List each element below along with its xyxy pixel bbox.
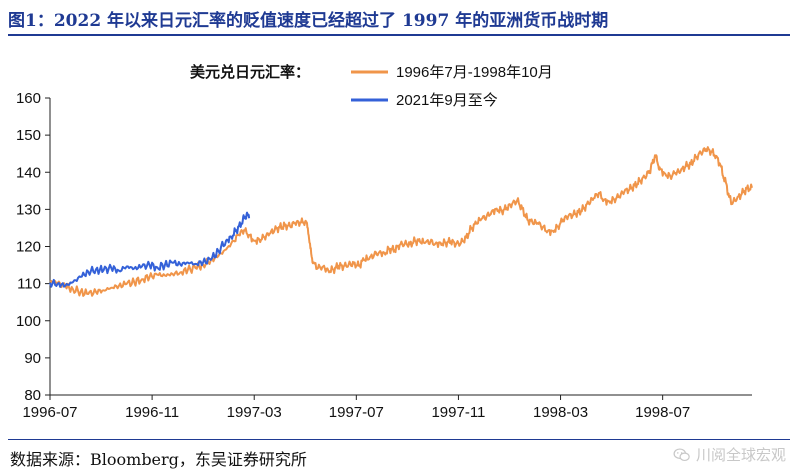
y-tick-label: 90 [24, 350, 41, 367]
y-tick-label: 100 [16, 313, 41, 330]
x-tick-label: 1997-07 [329, 404, 384, 421]
x-tick-label: 1998-03 [533, 404, 588, 421]
data-source-note: 数据来源：Bloomberg，东吴证券研究所 [10, 450, 307, 469]
y-tick-label: 80 [24, 387, 41, 404]
y-tick-label: 160 [16, 90, 41, 107]
y-tick-label: 110 [17, 276, 41, 293]
x-tick-label: 1997-03 [227, 404, 282, 421]
legend-label-series-1: 1996年7月-1998年10月 [396, 64, 553, 81]
wechat-icon [673, 447, 690, 461]
x-tick-label: 1997-11 [431, 404, 485, 421]
footer-rule [8, 439, 790, 440]
watermark-text: 川阅全球宏观 [695, 446, 786, 464]
series-line-1 [49, 146, 753, 297]
chart-title: 图1：2022 年以来日元汇率的贬值速度已经超过了 1997 年的亚洲货币战时期 [8, 11, 609, 31]
x-tick-label: 1996-07 [22, 404, 77, 421]
legend: 美元兑日元汇率： 1996年7月-1998年10月 2021年9月至今 [190, 63, 553, 109]
line-chart: 美元兑日元汇率： 1996年7月-1998年10月 2021年9月至今 80 90… [16, 63, 753, 421]
legend-label-series-2: 2021年9月至今 [396, 92, 498, 109]
legend-title: 美元兑日元汇率： [190, 63, 310, 81]
watermark: 川阅全球宏观 [673, 444, 786, 465]
title-rule [8, 34, 790, 36]
y-tick-label: 130 [16, 201, 41, 218]
y-tick-label: 140 [16, 164, 41, 181]
y-tick-label: 120 [16, 239, 41, 256]
series-line-2 [49, 211, 251, 288]
y-tick-label: 150 [16, 127, 41, 144]
x-tick-label: 1998-07 [635, 404, 690, 421]
x-tick-label: 1996-11 [125, 404, 179, 421]
